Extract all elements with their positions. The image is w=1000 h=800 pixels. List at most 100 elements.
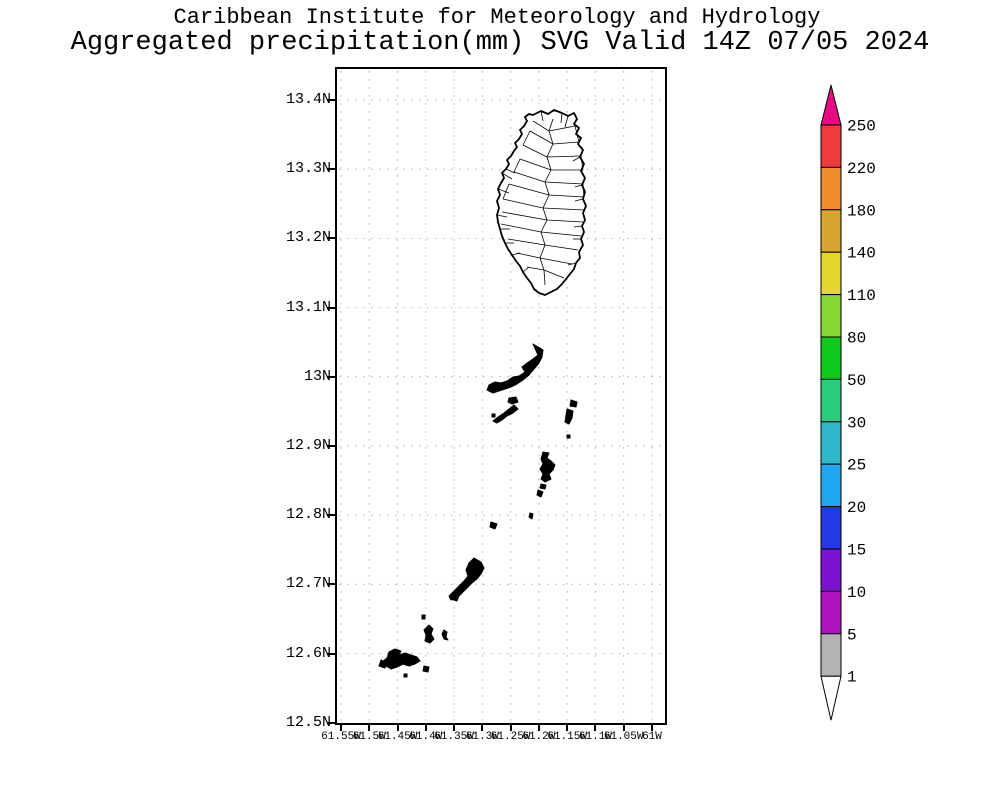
lat-tick-mark <box>327 514 335 517</box>
colorbar-segment <box>820 548 842 592</box>
lat-tick-mark <box>327 445 335 447</box>
colorbar-tick-label: 1 <box>847 669 857 687</box>
colorbar-tick-label: 5 <box>847 626 857 644</box>
colorbar-tick-label: 15 <box>847 542 866 560</box>
lon-tick-mark <box>481 725 484 731</box>
lon-tick-label: 61.05W <box>603 731 644 743</box>
lat-tick-label: 12.9N <box>285 437 331 454</box>
colorbar-segment <box>820 294 842 338</box>
lon-tick-mark <box>396 725 399 731</box>
lat-tick-label: 13.1N <box>285 298 331 316</box>
lon-tick-label: 61.4W <box>409 731 443 743</box>
lon-tick-mark <box>594 725 597 731</box>
colorbar-tick-label: 180 <box>847 202 876 220</box>
colorbar-tick-label: 80 <box>847 330 866 348</box>
colorbar-tick-label: 30 <box>847 414 866 432</box>
lon-tick-mark <box>368 725 371 731</box>
lon-tick-mark <box>566 725 569 731</box>
colorbar-segment <box>820 590 842 635</box>
lon-tick-label: 61.5W <box>352 731 386 743</box>
colorbar-tick-label: 250 <box>847 118 876 136</box>
lat-tick-mark <box>327 375 335 378</box>
lon-tick-label: 61.25W <box>490 731 531 743</box>
battowia-islet <box>569 399 578 408</box>
lat-tick-mark <box>327 237 335 240</box>
canouan-island <box>448 557 485 601</box>
lat-tick-label: 13.2N <box>285 229 331 247</box>
page-title: Caribbean Institute for Meteorology and … <box>173 5 821 30</box>
colorbar-segment <box>820 463 842 508</box>
lon-tick-label: 61.45W <box>377 731 418 743</box>
lon-tick-label: 61.35W <box>434 731 474 743</box>
colorbar-segment <box>820 506 842 550</box>
tiny-islet <box>403 673 408 678</box>
lon-tick-label: 61W <box>642 731 662 743</box>
pigeon-islet <box>491 413 496 418</box>
mayreau-island <box>423 624 435 644</box>
canouan-spur <box>450 593 460 602</box>
palm-island <box>422 665 430 673</box>
lat-tick-mark <box>327 583 335 586</box>
colorbar-tick-label: 50 <box>847 372 866 390</box>
lat-tick-label: 12.8N <box>285 506 331 524</box>
isle-a-quatre-islet <box>492 404 519 424</box>
watershed-boundaries <box>496 110 585 286</box>
mustique-island <box>539 451 556 483</box>
lat-tick-mark <box>327 306 335 309</box>
lon-tick-mark <box>340 725 342 731</box>
lon-tick-mark <box>622 725 625 731</box>
lon-tick-label: 61.15W <box>547 731 587 743</box>
colorbar-segment <box>820 251 842 296</box>
lon-tick-label: 61.3W <box>465 731 499 743</box>
petit-canouan-islet <box>489 521 498 530</box>
grid-lines <box>339 71 663 721</box>
colorbar-segment <box>820 336 842 380</box>
colorbar-tick-label: 10 <box>847 584 866 602</box>
lat-tick-label: 13.4N <box>285 91 331 108</box>
baliceaux-islet <box>564 408 574 425</box>
petit-cay-islet <box>536 489 544 498</box>
lon-tick-mark <box>537 725 540 731</box>
colorbar-arrow-bottom <box>820 675 842 721</box>
lon-tick-mark <box>424 725 427 731</box>
colorbar-segment <box>820 421 842 465</box>
lat-tick-label: 12.7N <box>285 575 331 593</box>
colorbar-segment <box>820 378 842 423</box>
lat-tick-label: 13N <box>303 367 331 385</box>
bequia-island <box>486 343 544 394</box>
lon-tick-mark <box>453 725 456 731</box>
st-vincent-island <box>496 109 587 296</box>
colorbar-tick-label: 25 <box>847 457 866 475</box>
map-canvas <box>339 71 663 721</box>
lon-tick-label: 61.2W <box>522 731 556 743</box>
lat-tick-mark <box>327 168 335 171</box>
petit-mustique-islet <box>539 483 547 490</box>
colorbar-arrow-top <box>820 84 842 126</box>
colorbar-segment <box>820 209 842 253</box>
map-frame <box>335 67 667 725</box>
lon-tick-mark <box>509 725 512 731</box>
dove-cay-islet <box>421 614 426 620</box>
lon-tick-mark <box>650 725 653 731</box>
savan-islet <box>528 512 534 520</box>
lat-tick-label: 12.5N <box>285 713 331 731</box>
colorbar-segment <box>820 166 842 211</box>
colorbar-tick-label: 20 <box>847 499 866 517</box>
colorbar-tick-label: 140 <box>847 245 876 263</box>
colorbar: 250 220 180 140 110 80 50 30 25 20 15 10 5 1 <box>820 84 876 721</box>
small-islet <box>566 434 571 439</box>
lat-tick-mark <box>327 721 335 724</box>
union-west-lobe <box>378 659 388 669</box>
lon-tick-label: 61.1W <box>578 731 612 743</box>
colorbar-tick-label: 110 <box>847 287 876 305</box>
colorbar-segment <box>820 633 842 677</box>
lon-tick-label: 61.55W <box>321 731 361 743</box>
lat-tick-mark <box>327 652 335 655</box>
lat-tick-label: 13.3N <box>285 160 331 178</box>
union-island <box>381 648 421 670</box>
petit-nevis-islet <box>507 396 519 405</box>
tobago-cays-islets <box>441 629 449 641</box>
page-subtitle: Aggregated precipitation(mm) SVG Valid 1… <box>70 28 930 58</box>
lat-tick-label: 12.6N <box>285 644 331 662</box>
